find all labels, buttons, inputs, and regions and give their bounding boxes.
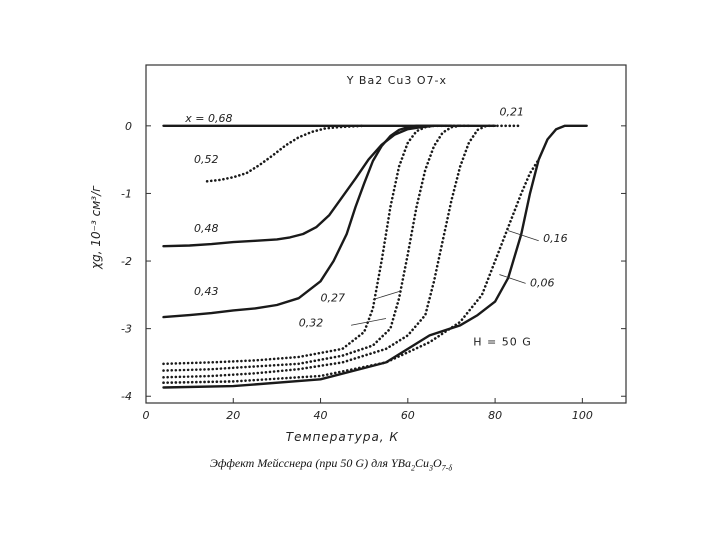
series-label-0-43: 0,43 — [194, 285, 219, 298]
label-leader-line — [508, 230, 539, 242]
series-line-0-32 — [162, 124, 471, 372]
series-label-0-27: 0,27 — [321, 292, 346, 305]
series-line-0-16 — [162, 158, 540, 384]
series-label-0-16: 0,16 — [543, 232, 568, 245]
label-leader-line — [372, 291, 400, 300]
x-tick-label: 0 — [143, 409, 150, 422]
x-tick-label: 80 — [488, 409, 502, 422]
series-label-0-68: x = 0,68 — [184, 112, 232, 125]
series-label-0-52: 0,52 — [194, 153, 219, 166]
chart-title: Y Ba2 Cu3 O7-x — [346, 74, 447, 87]
y-tick-label: -2 — [121, 255, 132, 268]
series-label-0-06: 0,06 — [530, 277, 555, 290]
series-line-0-48 — [162, 124, 453, 248]
y-tick-label: 0 — [125, 120, 132, 133]
y-tick-label: -1 — [121, 187, 132, 200]
caption-sub-3: 7-δ — [441, 463, 453, 473]
caption-prefix: Эффект Мейсснера (при 50 G) для YBa — [210, 456, 411, 470]
x-axis-label: Температура, К — [286, 430, 399, 444]
x-tick-label: 100 — [572, 409, 593, 422]
y-tick-label: -3 — [121, 323, 132, 336]
axis-ticks: 0 20 40 60 80 100 0 -1 -2 -3 -4 Температура, К χg, 1… — [89, 120, 626, 444]
x-tick-label: 60 — [401, 409, 415, 422]
series-line-0-21 — [162, 124, 523, 379]
field-annotation: H = 50 G — [473, 336, 531, 349]
figure-caption: Эффект Мейсснера (при 50 G) для YBa2Cu3O… — [210, 456, 452, 472]
series-label-0-21: 0,21 — [499, 106, 524, 119]
caption-sub-2: 3 — [429, 463, 433, 473]
series-line-0-52 — [205, 124, 366, 183]
caption-sub-1: 2 — [410, 463, 415, 473]
caption-mid: Cu — [414, 456, 429, 470]
series-line-0-27 — [162, 124, 462, 366]
labels-layer: x = 0,68 0,52 0,48 0,43 0,27 0,32 0,21 0,16 0,06 — [184, 106, 567, 330]
plot-border — [145, 64, 627, 404]
x-tick-label: 40 — [314, 409, 328, 422]
y-axis-label: χg, 10⁻³ см³/г — [89, 185, 103, 270]
x-tick-label: 20 — [226, 409, 240, 422]
y-tick-label: -4 — [121, 390, 132, 403]
plot-frame: Y Ba2 Cu3 O7-x — [145, 64, 627, 404]
series-line-0-43 — [162, 124, 444, 319]
series-label-0-32: 0,32 — [299, 317, 324, 330]
series-label-0-48: 0,48 — [194, 222, 219, 235]
label-leader-line — [351, 318, 387, 326]
caption-mid-2: O — [433, 456, 442, 470]
label-leader-line — [499, 274, 526, 284]
